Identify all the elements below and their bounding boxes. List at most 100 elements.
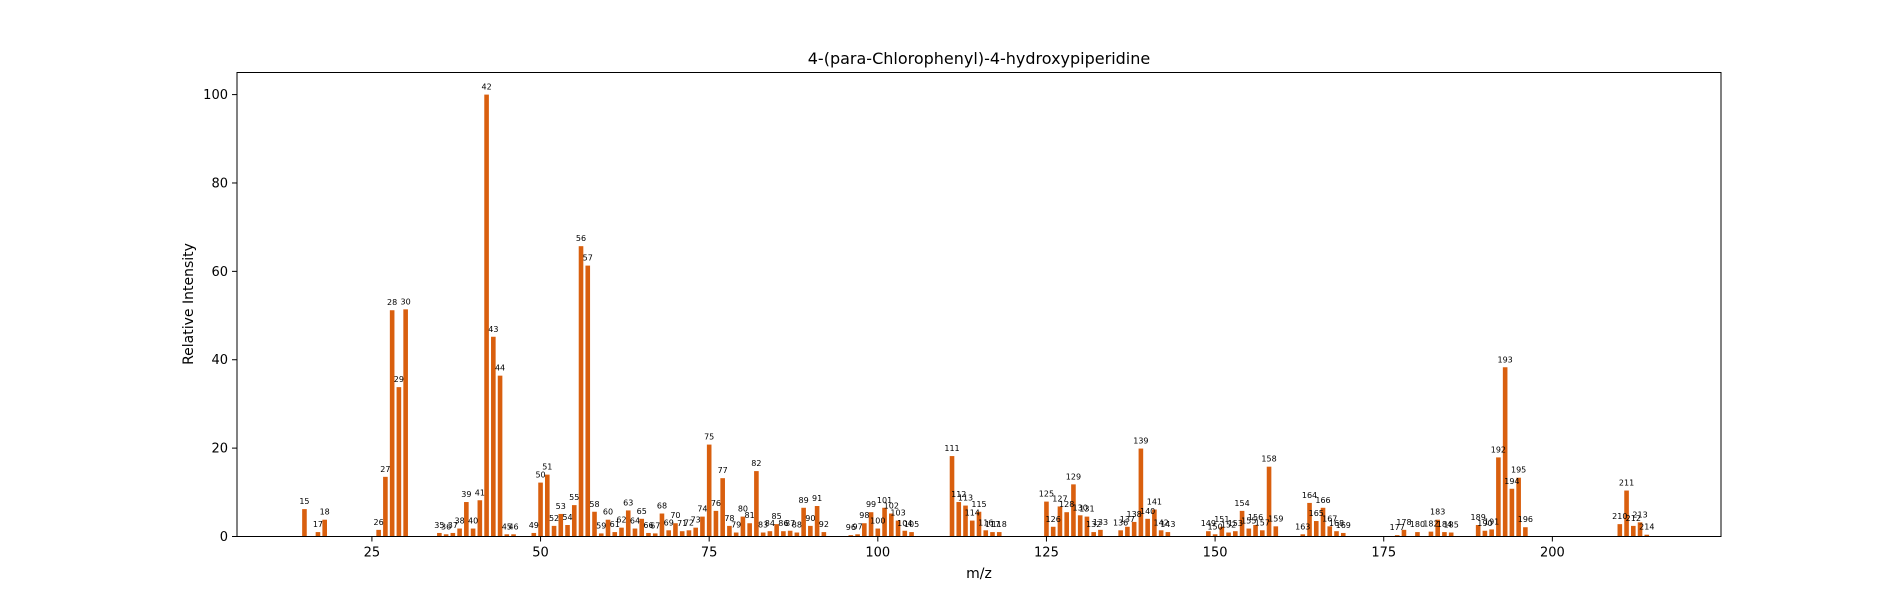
x-tick-label: 200 xyxy=(1540,546,1565,561)
bar xyxy=(504,534,510,537)
data-label: 195 xyxy=(1511,466,1526,475)
data-label: 185 xyxy=(1444,521,1459,530)
data-label: 46 xyxy=(508,522,518,531)
bar xyxy=(1624,490,1629,537)
plot-area-frame xyxy=(236,72,1722,537)
data-label: 73 xyxy=(691,516,701,525)
data-label: 115 xyxy=(971,500,986,509)
data-label: 103 xyxy=(890,509,905,518)
data-label: 51 xyxy=(542,463,552,472)
data-label: 131 xyxy=(1079,505,1094,514)
bar xyxy=(625,510,631,537)
bar xyxy=(1219,526,1225,537)
data-label: 96 xyxy=(846,523,856,532)
bar xyxy=(612,532,618,537)
data-label: 159 xyxy=(1268,514,1283,523)
bar xyxy=(673,523,678,537)
bar xyxy=(1516,477,1521,537)
bar xyxy=(484,94,489,537)
bar xyxy=(1158,530,1164,537)
data-label: 102 xyxy=(884,502,899,511)
data-label: 180 xyxy=(1410,520,1425,529)
bar xyxy=(578,246,584,537)
data-label: 82 xyxy=(751,459,761,468)
bar xyxy=(740,516,746,537)
data-label: 130 xyxy=(1073,503,1088,512)
bar xyxy=(969,520,975,537)
data-label: 75 xyxy=(704,433,714,442)
bar xyxy=(1475,525,1481,537)
bar xyxy=(1415,532,1420,537)
data-label: 62 xyxy=(616,516,626,525)
data-label: 92 xyxy=(819,520,829,529)
data-label: 67 xyxy=(650,521,660,530)
bar xyxy=(700,516,705,537)
data-label: 194 xyxy=(1504,477,1519,486)
bar xyxy=(396,387,402,537)
bar xyxy=(511,534,516,537)
bar xyxy=(808,525,813,537)
bar xyxy=(706,444,712,537)
bar xyxy=(1118,530,1123,537)
bar xyxy=(902,530,908,537)
bar xyxy=(1489,529,1494,537)
data-label: 163 xyxy=(1295,522,1310,531)
bar xyxy=(781,531,786,537)
data-label: 41 xyxy=(475,488,485,497)
data-label: 59 xyxy=(596,521,606,530)
data-label: 61 xyxy=(610,520,620,529)
data-label: 158 xyxy=(1261,455,1276,464)
bar xyxy=(1057,506,1063,537)
bar xyxy=(909,532,914,537)
data-label: 77 xyxy=(718,466,728,475)
data-label: 150 xyxy=(1207,522,1222,531)
data-label: 39 xyxy=(461,490,471,499)
data-label: 156 xyxy=(1248,513,1263,522)
data-label: 143 xyxy=(1160,520,1175,529)
data-label: 85 xyxy=(772,512,782,521)
data-label: 90 xyxy=(805,514,815,523)
data-label: 18 xyxy=(320,508,330,517)
data-label: 167 xyxy=(1322,514,1337,523)
data-label: 52 xyxy=(549,514,559,523)
data-label: 56 xyxy=(576,234,586,243)
bar xyxy=(592,511,597,537)
data-label: 71 xyxy=(677,519,687,528)
bar xyxy=(1617,524,1623,537)
bar xyxy=(1044,501,1049,537)
data-label: 55 xyxy=(569,493,579,502)
data-label: 26 xyxy=(374,518,384,527)
data-label: 58 xyxy=(589,500,599,509)
data-label: 183 xyxy=(1430,508,1445,517)
bar xyxy=(1320,507,1326,537)
bar xyxy=(949,456,955,537)
y-axis-ticks: 0 20 40 60 80 100 xyxy=(203,88,237,545)
bar xyxy=(565,525,570,537)
data-label: 118 xyxy=(992,520,1007,529)
bar xyxy=(464,502,469,537)
bar xyxy=(1071,484,1076,537)
data-label: 140 xyxy=(1140,507,1155,516)
data-label: 154 xyxy=(1234,499,1249,508)
bar xyxy=(659,513,665,537)
data-label: 141 xyxy=(1147,498,1162,507)
bar xyxy=(315,532,321,537)
y-tick-label: 0 xyxy=(220,530,228,545)
bar xyxy=(1482,530,1488,537)
data-label: 149 xyxy=(1201,519,1216,528)
y-tick-label: 20 xyxy=(211,442,228,457)
data-label: 37 xyxy=(448,521,458,530)
bar xyxy=(747,523,752,537)
bar xyxy=(1637,522,1643,537)
bar xyxy=(821,532,827,537)
data-label: 117 xyxy=(985,520,1000,529)
data-label: 139 xyxy=(1133,437,1148,446)
data-label: 53 xyxy=(556,502,566,511)
bar xyxy=(895,520,901,537)
data-label: 44 xyxy=(495,364,505,373)
bar xyxy=(538,482,543,537)
bar xyxy=(544,474,550,537)
bar xyxy=(1084,516,1090,537)
bar xyxy=(1631,525,1636,537)
